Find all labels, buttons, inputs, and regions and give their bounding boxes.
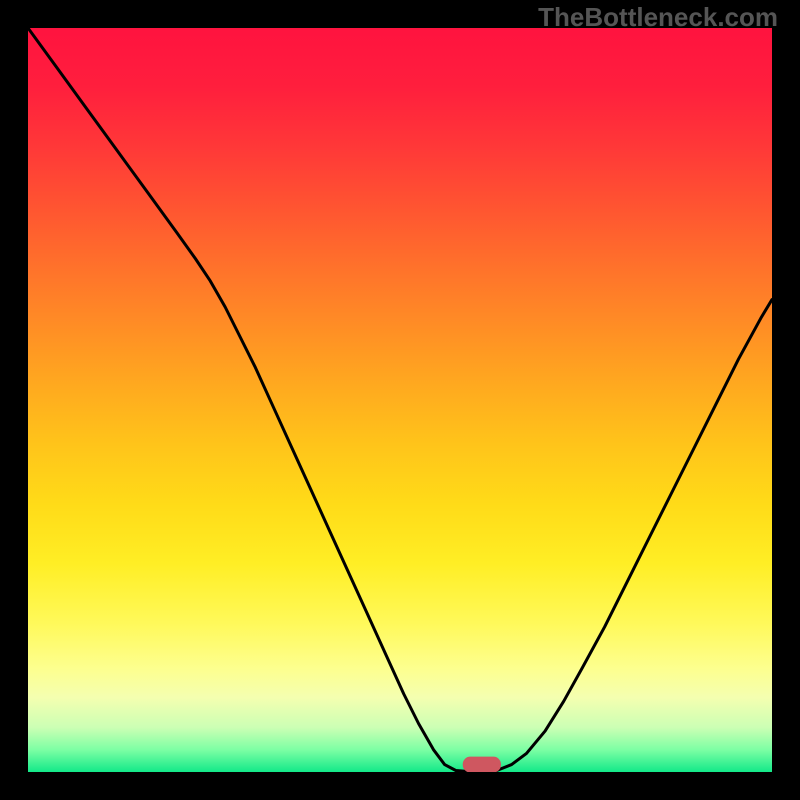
plot-background	[28, 28, 772, 772]
watermark-text: TheBottleneck.com	[538, 2, 778, 33]
optimum-marker	[463, 757, 500, 772]
bottleneck-chart	[28, 28, 772, 772]
chart-frame: TheBottleneck.com	[0, 0, 800, 800]
